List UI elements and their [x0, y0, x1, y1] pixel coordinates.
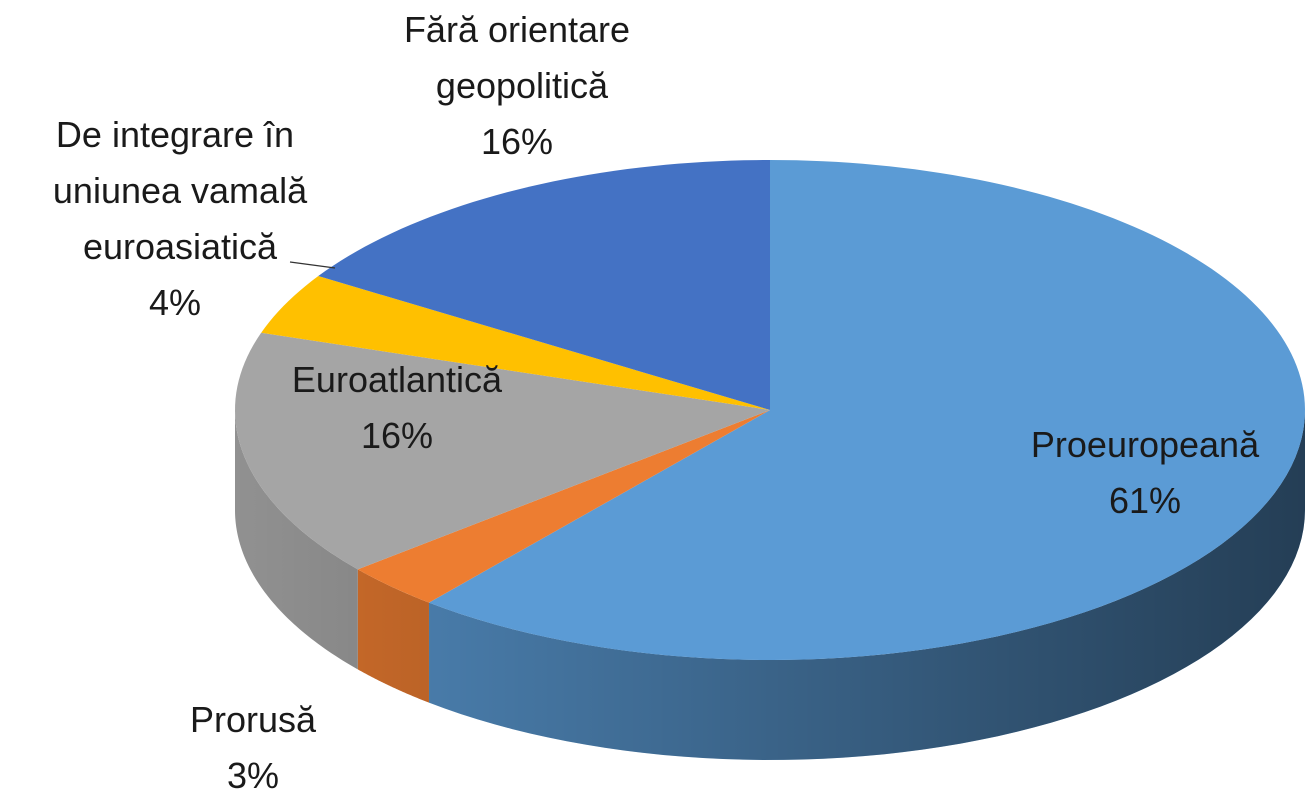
- pie-top: [235, 160, 1305, 660]
- value-label: 4%: [149, 282, 201, 323]
- value-label: 61%: [1109, 480, 1181, 521]
- value-label: 16%: [361, 415, 433, 456]
- slice: [261, 276, 770, 410]
- slice: [318, 160, 770, 410]
- slice-side-shade: [357, 569, 429, 703]
- labels: Proeuropeană 61% Prorusă 3% Euroatlantică 16%…: [43, 9, 1260, 796]
- slice-label: Proeuropeană: [1031, 424, 1260, 465]
- slice: [428, 160, 1305, 660]
- pie-sides: [235, 410, 1306, 760]
- slice: [357, 410, 770, 603]
- slice-label: De integrare în uniunea vamală euroasiat…: [43, 114, 308, 267]
- slice-label: Fără orientare geopolitică: [404, 9, 630, 106]
- slice-side-shade: [235, 410, 358, 670]
- slice-label: Euroatlantică: [292, 359, 503, 400]
- leader-line: [289, 261, 336, 269]
- slice-side-shade: [428, 410, 1306, 760]
- value-label: 3%: [227, 755, 279, 796]
- slice: [235, 332, 770, 570]
- slice-label: Prorusă: [190, 699, 317, 740]
- value-label: 16%: [481, 121, 553, 162]
